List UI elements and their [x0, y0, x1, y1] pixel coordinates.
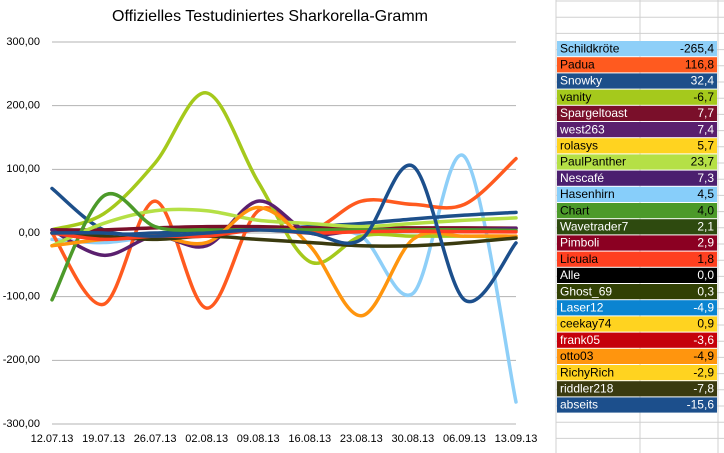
row-color: [557, 154, 717, 170]
row-color: [557, 73, 717, 89]
row-color: [557, 122, 717, 138]
row-value: -6,7: [693, 90, 714, 104]
row-name: abseits: [560, 398, 598, 412]
x-tick-label: 06.09.13: [443, 433, 486, 445]
row-name: frank05: [560, 333, 600, 347]
row-value: -3,6: [693, 333, 714, 347]
row-value: -15,6: [687, 398, 715, 412]
row-name: otto03: [560, 349, 594, 363]
series-line: [50, 156, 518, 310]
row-color: [557, 138, 717, 154]
x-tick-label: 30.08.13: [391, 433, 434, 445]
y-tick-label: -200,00: [3, 354, 40, 366]
row-value: 0,3: [697, 284, 714, 298]
y-tick-label: -300,00: [3, 418, 40, 430]
row-value: 0,0: [697, 268, 714, 282]
row-color: [557, 89, 717, 105]
row-name: Schildkröte: [560, 41, 620, 55]
row-color: [557, 348, 717, 364]
x-tick-label: 23.08.13: [340, 433, 383, 445]
row-name: Snowky: [560, 74, 602, 88]
row-color: [557, 170, 717, 186]
row-name: Nescafé: [560, 171, 604, 185]
row-value: 116,8: [685, 57, 714, 71]
row-value: -265,4: [680, 41, 714, 55]
y-tick-label: 100,00: [6, 163, 40, 175]
x-tick-label: 12.07.13: [31, 433, 74, 445]
row-color: [557, 267, 717, 283]
x-tick-label: 02.08.13: [185, 433, 228, 445]
row-name: Alle: [560, 268, 580, 282]
row-value: 7,4: [697, 122, 714, 136]
row-color: [557, 203, 717, 219]
row-color: [557, 397, 717, 413]
y-tick-label: -100,00: [3, 291, 40, 303]
row-value: 4,0: [697, 203, 714, 217]
row-name: ceekay74: [560, 317, 612, 331]
row-color: [557, 251, 717, 267]
row-value: 0,9: [697, 317, 714, 331]
row-value: -7,8: [693, 381, 714, 395]
row-color: [557, 316, 717, 332]
row-value: 7,7: [697, 106, 714, 120]
row-name: Laser12: [560, 300, 604, 314]
row-color: [557, 284, 717, 300]
row-value: 32,4: [691, 74, 715, 88]
row-name: west263: [559, 122, 605, 136]
row-value: 4,5: [697, 187, 714, 201]
row-name: Hasenhirn: [560, 187, 615, 201]
row-value: 23,7: [691, 155, 715, 169]
row-value: 2,1: [697, 219, 714, 233]
row-value: 5,7: [697, 138, 714, 152]
row-name: Padua: [560, 57, 595, 71]
x-tick-label: 09.08.13: [237, 433, 280, 445]
row-color: [557, 300, 717, 316]
x-tick-label: 26.07.13: [134, 433, 177, 445]
row-color: [557, 186, 717, 202]
chart-title: Offizielles Testudiniertes Sharkorella-G…: [112, 8, 428, 25]
x-tick-label: 16.08.13: [288, 433, 331, 445]
row-color: [557, 219, 717, 235]
y-tick-label: 200,00: [6, 100, 40, 112]
row-color: [557, 41, 717, 57]
row-name: Licuala: [560, 252, 598, 266]
y-tick-label: 0,00: [19, 227, 40, 239]
row-name: PaulPanther: [560, 155, 626, 169]
row-name: Chart: [560, 203, 590, 217]
row-value: 7,3: [697, 171, 714, 185]
row-color: [557, 105, 717, 121]
row-name: vanity: [560, 90, 591, 104]
row-color: [557, 57, 717, 73]
x-tick-label: 13.09.13: [495, 433, 538, 445]
row-value: 2,9: [697, 236, 714, 250]
row-value: -4,9: [693, 349, 714, 363]
row-color: [557, 235, 717, 251]
row-name: riddler218: [560, 381, 614, 395]
row-color: [557, 365, 717, 381]
series-line: [50, 163, 518, 304]
row-name: Wavetrader7: [560, 219, 629, 233]
row-value: 1,8: [697, 252, 714, 266]
row-color: [557, 381, 717, 397]
row-name: Pimboli: [560, 236, 599, 250]
row-name: Ghost_69: [560, 284, 612, 298]
row-name: rolasys: [560, 138, 598, 152]
row-name: RichyRich: [560, 365, 614, 379]
x-tick-label: 19.07.13: [82, 433, 125, 445]
row-name: Spargeltoast: [560, 106, 628, 120]
row-value: -2,9: [693, 365, 714, 379]
row-color: [557, 332, 717, 348]
y-tick-label: 300,00: [6, 36, 40, 48]
row-value: -4,9: [693, 300, 714, 314]
